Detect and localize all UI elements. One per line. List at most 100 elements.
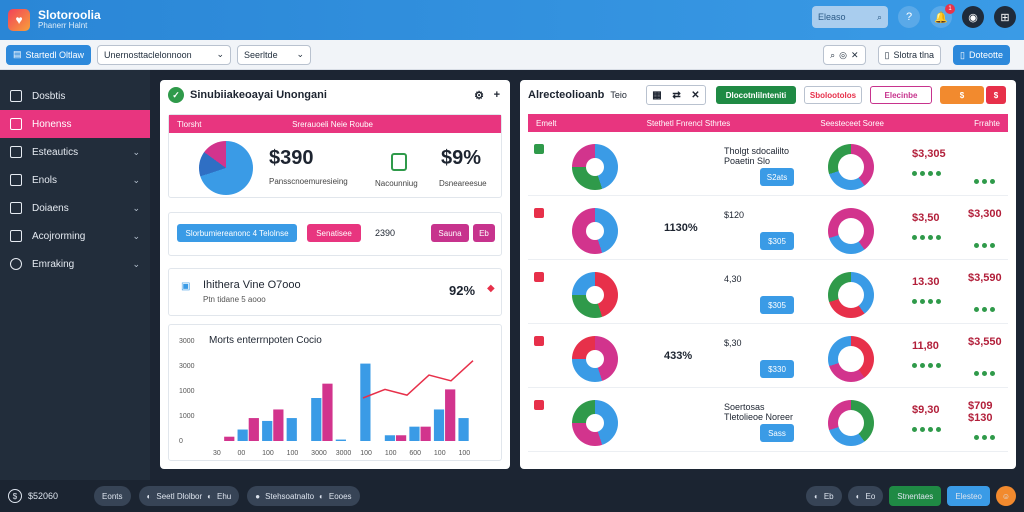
status-bar: $ $52060 Eonts ◐ Seetl Dlolbor ◐ Ehu ● Stehs… (0, 480, 1024, 512)
grid-menu-icon[interactable]: ⊞ (994, 6, 1016, 28)
table-row[interactable]: Soertosas Tletolieoe Noreer Sass $9,30 $… (528, 392, 1008, 452)
table-row[interactable]: 4,30 $305 13.30 $3,590 (528, 264, 1008, 324)
close-icon: ✕ (850, 49, 859, 60)
toolbar-right-button-2[interactable]: ▯ Doteotte (953, 45, 1010, 65)
add-icon[interactable]: + (493, 89, 500, 101)
status-right-2[interactable]: ◐ Eo (847, 486, 884, 506)
x-tick-label: 100 (458, 450, 470, 457)
row-flag-icon (534, 208, 544, 218)
left-panel: ✓ Sinubiiakeoayai Unongani ⚙ + Tlorsht S… (160, 80, 510, 469)
row-ring (828, 208, 874, 254)
sidebar-item-tracking[interactable]: Emraking ⌄ (0, 250, 150, 278)
row-status-dots (912, 296, 944, 307)
table-row[interactable]: Tholgt sdocalilto Poaetin Slo S2ats $3,3… (528, 136, 1008, 196)
table-row[interactable]: 1130% $120 $305 $3,50 $3,300 (528, 200, 1008, 260)
x-tick-label: 3000 (311, 450, 327, 457)
sidebar-item-analytics[interactable]: Esteautics ⌄ (0, 138, 150, 166)
search-icon: ⌕ (876, 11, 882, 22)
document-icon (391, 153, 407, 171)
row-donut (572, 400, 618, 446)
status-pill-2[interactable]: ◐ Seetl Dlolbor ◐ Ehu (138, 486, 240, 506)
info-icon: ▣ (181, 281, 191, 292)
kpi-header-mid: Srerauoeli Neie Roube (292, 119, 373, 129)
action-button-2[interactable]: Senatisee (307, 224, 361, 242)
row-donut (572, 336, 618, 382)
row-donut (572, 272, 618, 318)
row-trend-dots (974, 176, 998, 187)
app-logo-icon: ♥ (8, 9, 30, 31)
row-mid-label: Tholgt sdocalilto Poaetin Slo (724, 146, 790, 166)
dashboard-icon (10, 90, 22, 102)
status-pill-1-label: Eonts (102, 491, 123, 501)
select-1-value: Unernosttaclelonnoon (104, 49, 192, 60)
notification-count: 1 (945, 4, 955, 14)
chart-bar (262, 420, 273, 441)
status-pill-1[interactable]: Eonts (94, 486, 131, 506)
avatar[interactable]: ◉ (962, 6, 984, 28)
search-box[interactable]: Eleaso ⌕ (812, 6, 888, 28)
toolbar-primary-button[interactable]: ▤ Startedl Oltlaw (6, 44, 92, 65)
toolbar-select-2[interactable]: Seerltde ⌄ (237, 44, 312, 65)
summary-card: ▣ Ihithera Vine O7ooo Ptn tidane 5 aooo … (168, 268, 502, 316)
right-header-button-1[interactable]: Dlocotnlilnteniti (716, 86, 796, 104)
tracking-icon (10, 258, 22, 270)
row-mid-button[interactable]: $305 (760, 232, 794, 250)
top-bar: ♥ Slotoroolia Phanerr Halnt Eleaso ⌕ ? 🔔… (0, 0, 1024, 40)
status-pill-2-label: Seetl Dlolbor (156, 491, 203, 501)
status-right-4[interactable]: Elesteo (947, 486, 990, 506)
status-pill-3[interactable]: ● Stehsoatnalto ◐ Eooes (247, 486, 360, 506)
kpi2-value: $9% (441, 147, 482, 169)
right-header-button-4[interactable]: $ (940, 86, 984, 104)
right-header-button-3[interactable]: Elecinbe (870, 86, 932, 104)
table-row[interactable]: 433% $,30 $330 11,80 $3,550 (528, 328, 1008, 388)
doc-icon: ▯ (884, 49, 890, 60)
row-price-b: $3,300 (968, 208, 1002, 220)
sidebar-item-dashboard[interactable]: Dosbtis (0, 82, 150, 110)
kpi-donut (199, 141, 253, 195)
sidebar-item-label: Honenss (32, 118, 72, 130)
chevron-down-icon: ⌄ (132, 146, 140, 157)
sidebar-item-domains[interactable]: Doiaens ⌄ (0, 194, 150, 222)
brand-subtitle: Phanerr Halnt (38, 21, 88, 31)
action-button-1[interactable]: Slorbumiereanonc 4 Telolnse (177, 224, 297, 242)
row-donut (572, 208, 618, 254)
table-header: Emelt Stethetl Fnrencl Sthrtes Seestecee… (528, 114, 1008, 132)
row-status-dots (912, 424, 944, 435)
toolbar-tool-group[interactable]: ⌕ ◎ ✕ (823, 45, 866, 65)
row-price-a: $3,305 (912, 148, 946, 160)
sidebar: Dosbtis Honenss Esteautics ⌄ Enols ⌄ Doiae… (0, 70, 150, 480)
row-mid-button[interactable]: $305 (760, 296, 794, 314)
toggle-icon: ◐ (146, 491, 152, 501)
row-flag-icon (534, 336, 544, 346)
sidebar-item-home[interactable]: Honenss (0, 110, 150, 138)
bell-icon[interactable]: 🔔 1 (930, 4, 955, 28)
left-panel-title: Sinubiiakeoayai Unongani (190, 89, 327, 101)
sidebar-item-tools[interactable]: Enols ⌄ (0, 166, 150, 194)
status-right-3[interactable]: Stnentaes (889, 486, 942, 506)
status-right-1[interactable]: ◐ Eb (806, 486, 842, 506)
row-flag-icon (534, 144, 544, 154)
right-panel-title-suffix: Teio (610, 90, 627, 100)
chat-icon[interactable]: ☺ (996, 486, 1016, 506)
summary-title: Ihithera Vine O7ooo (203, 279, 301, 291)
right-header-button-5[interactable]: $ (986, 86, 1006, 104)
search-placeholder: Eleaso (818, 12, 846, 22)
x-tick-label: 100 (287, 450, 299, 457)
action-button-3[interactable]: Sauna (431, 224, 469, 242)
view-toggle-group[interactable]: ▦ ⇄ ✕ (646, 85, 706, 105)
row-trend-dots (974, 432, 998, 443)
settings-icon[interactable]: ⚙ (474, 89, 484, 102)
help-icon[interactable]: ? (898, 6, 920, 28)
toolbar-right-button-1[interactable]: ▯ Slotra tlna (877, 45, 942, 65)
right-button-2-label: Doteotte (968, 50, 1003, 60)
sidebar-item-accounting[interactable]: Acojrorming ⌄ (0, 222, 150, 250)
y-tick-label: 0 (179, 438, 183, 445)
right-header-button-2[interactable]: Sbolootolos (804, 86, 862, 104)
row-mid-button[interactable]: S2ats (760, 168, 794, 186)
row-mid-button[interactable]: Sass (760, 424, 794, 442)
status-right-1-label: Eb (823, 491, 834, 501)
toolbar-select-1[interactable]: Unernosttaclelonnoon ⌄ (97, 44, 232, 65)
action-button-4[interactable]: Eb (473, 224, 495, 242)
status-right-3-label: Stnentaes (897, 491, 934, 501)
row-mid-button[interactable]: $330 (760, 360, 794, 378)
